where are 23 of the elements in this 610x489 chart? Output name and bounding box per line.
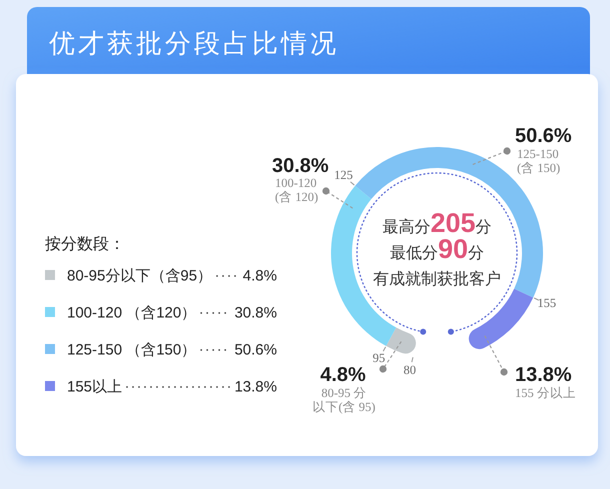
legend-label: 80-95分以下（含95） bbox=[67, 268, 212, 284]
text: 13.8% bbox=[234, 378, 277, 396]
text: 80 bbox=[404, 362, 416, 377]
legend-label: 100-120 （含120） bbox=[67, 304, 196, 322]
text: 50.6% bbox=[234, 342, 277, 358]
text: 以下(含 95) bbox=[312, 400, 376, 414]
text: 155 bbox=[537, 296, 556, 310]
text: 4.8% bbox=[242, 268, 277, 284]
text: 155 分以上 bbox=[515, 386, 576, 400]
text: 125-150 (含 150) bbox=[517, 147, 560, 175]
legend-label: 155以上 bbox=[67, 378, 122, 396]
legend-title: 按分数段： bbox=[45, 235, 125, 253]
text: 125 bbox=[334, 168, 353, 182]
data-label: 50.6% bbox=[515, 125, 572, 147]
data-label: 13.8% bbox=[515, 364, 572, 386]
legend-label: 125-150 （含150） bbox=[67, 342, 196, 358]
data-label: 30.8% bbox=[272, 155, 329, 177]
text: 30.8% bbox=[234, 304, 277, 322]
data-label: 4.8% bbox=[320, 364, 366, 386]
text: 100-120 (含 120) bbox=[275, 176, 318, 204]
chart-title: 优才获批分段占比情况 bbox=[49, 28, 339, 58]
text: 95 bbox=[372, 351, 386, 366]
text: 80-95 分 bbox=[321, 386, 367, 400]
